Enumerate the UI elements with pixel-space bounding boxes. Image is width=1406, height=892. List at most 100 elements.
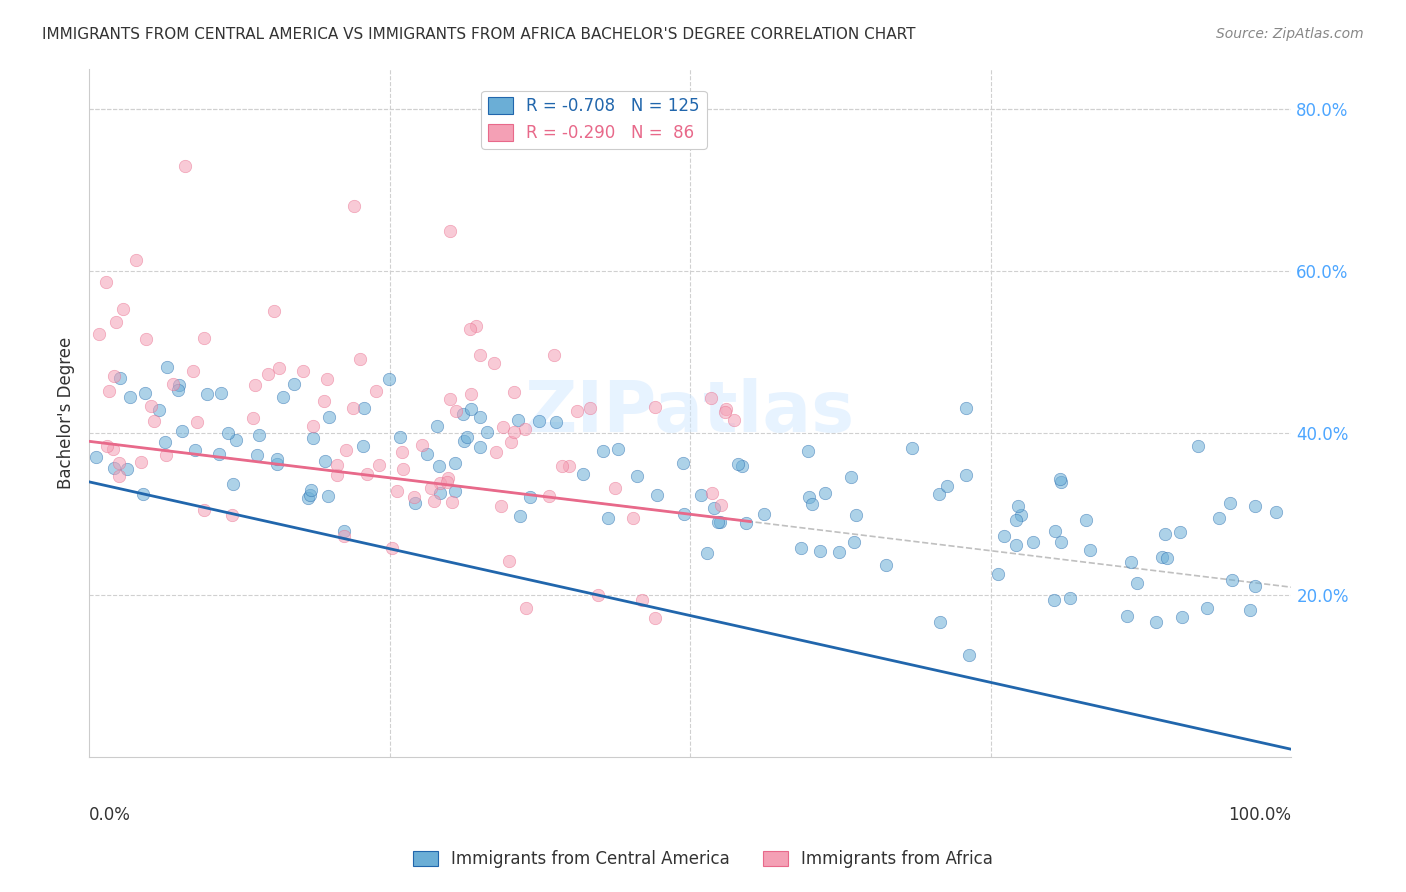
Point <box>349 352 371 367</box>
Point <box>1042 593 1064 607</box>
Point <box>538 489 561 503</box>
Point <box>513 421 536 435</box>
Point <box>1126 575 1149 590</box>
Point <box>108 469 131 483</box>
Point <box>243 378 266 392</box>
Point <box>381 541 404 556</box>
Point <box>845 508 868 522</box>
Point <box>267 361 290 376</box>
Point <box>1219 496 1241 510</box>
Point <box>631 592 654 607</box>
Point <box>696 546 718 560</box>
Point <box>266 457 288 471</box>
Point <box>247 428 270 442</box>
Point <box>142 414 165 428</box>
Point <box>1119 555 1142 569</box>
Point <box>489 499 512 513</box>
Point <box>503 425 526 439</box>
Point <box>134 332 156 346</box>
Point <box>439 224 461 238</box>
Point <box>935 479 957 493</box>
Point <box>156 360 179 375</box>
Text: Source: ZipAtlas.com: Source: ZipAtlas.com <box>1216 27 1364 41</box>
Point <box>391 444 413 458</box>
Point <box>519 490 541 504</box>
Point <box>1239 602 1261 616</box>
Point <box>485 445 508 459</box>
Point <box>335 442 357 457</box>
Point <box>588 587 610 601</box>
Point <box>644 611 666 625</box>
Point <box>1050 534 1073 549</box>
Point <box>550 459 572 474</box>
Point <box>456 430 478 444</box>
Point <box>1059 591 1081 606</box>
Point <box>444 404 467 418</box>
Point <box>703 501 725 516</box>
Point <box>352 439 374 453</box>
Text: ZIPatlas: ZIPatlas <box>526 378 855 448</box>
Point <box>112 302 135 317</box>
Point <box>411 438 433 452</box>
Point <box>482 356 505 370</box>
Point <box>314 393 336 408</box>
Point <box>108 457 131 471</box>
Point <box>186 415 208 429</box>
Point <box>441 495 464 509</box>
Point <box>297 491 319 506</box>
Point <box>1171 609 1194 624</box>
Point <box>955 468 977 483</box>
Point <box>174 159 197 173</box>
Point <box>644 401 666 415</box>
Point <box>1168 524 1191 539</box>
Point <box>208 447 231 461</box>
Point <box>808 544 831 558</box>
Point <box>515 600 537 615</box>
Point <box>125 252 148 267</box>
Point <box>986 567 1008 582</box>
Point <box>797 443 820 458</box>
Point <box>546 415 568 429</box>
Point <box>302 431 325 445</box>
Point <box>839 470 862 484</box>
Point <box>1244 499 1267 513</box>
Point <box>353 401 375 416</box>
Point <box>134 386 156 401</box>
Point <box>356 467 378 482</box>
Point <box>129 455 152 469</box>
Point <box>108 370 131 384</box>
Point <box>316 372 339 386</box>
Point <box>1244 579 1267 593</box>
Point <box>333 524 356 538</box>
Point <box>94 275 117 289</box>
Point <box>368 458 391 472</box>
Point <box>84 450 107 464</box>
Point <box>827 545 849 559</box>
Point <box>148 402 170 417</box>
Point <box>437 471 460 485</box>
Point <box>1010 508 1032 522</box>
Point <box>503 385 526 400</box>
Point <box>326 458 349 472</box>
Point <box>326 468 349 483</box>
Point <box>316 489 339 503</box>
Point <box>1187 439 1209 453</box>
Point <box>132 487 155 501</box>
Point <box>155 449 177 463</box>
Point <box>1195 600 1218 615</box>
Point <box>301 419 323 434</box>
Point <box>436 475 458 489</box>
Point <box>391 462 413 476</box>
Point <box>271 391 294 405</box>
Point <box>1208 510 1230 524</box>
Point <box>87 327 110 342</box>
Point <box>115 462 138 476</box>
Point <box>101 442 124 456</box>
Point <box>709 515 731 529</box>
Point <box>735 516 758 530</box>
Point <box>217 425 239 440</box>
Point <box>492 420 515 434</box>
Point <box>141 399 163 413</box>
Point <box>1007 499 1029 513</box>
Point <box>120 390 142 404</box>
